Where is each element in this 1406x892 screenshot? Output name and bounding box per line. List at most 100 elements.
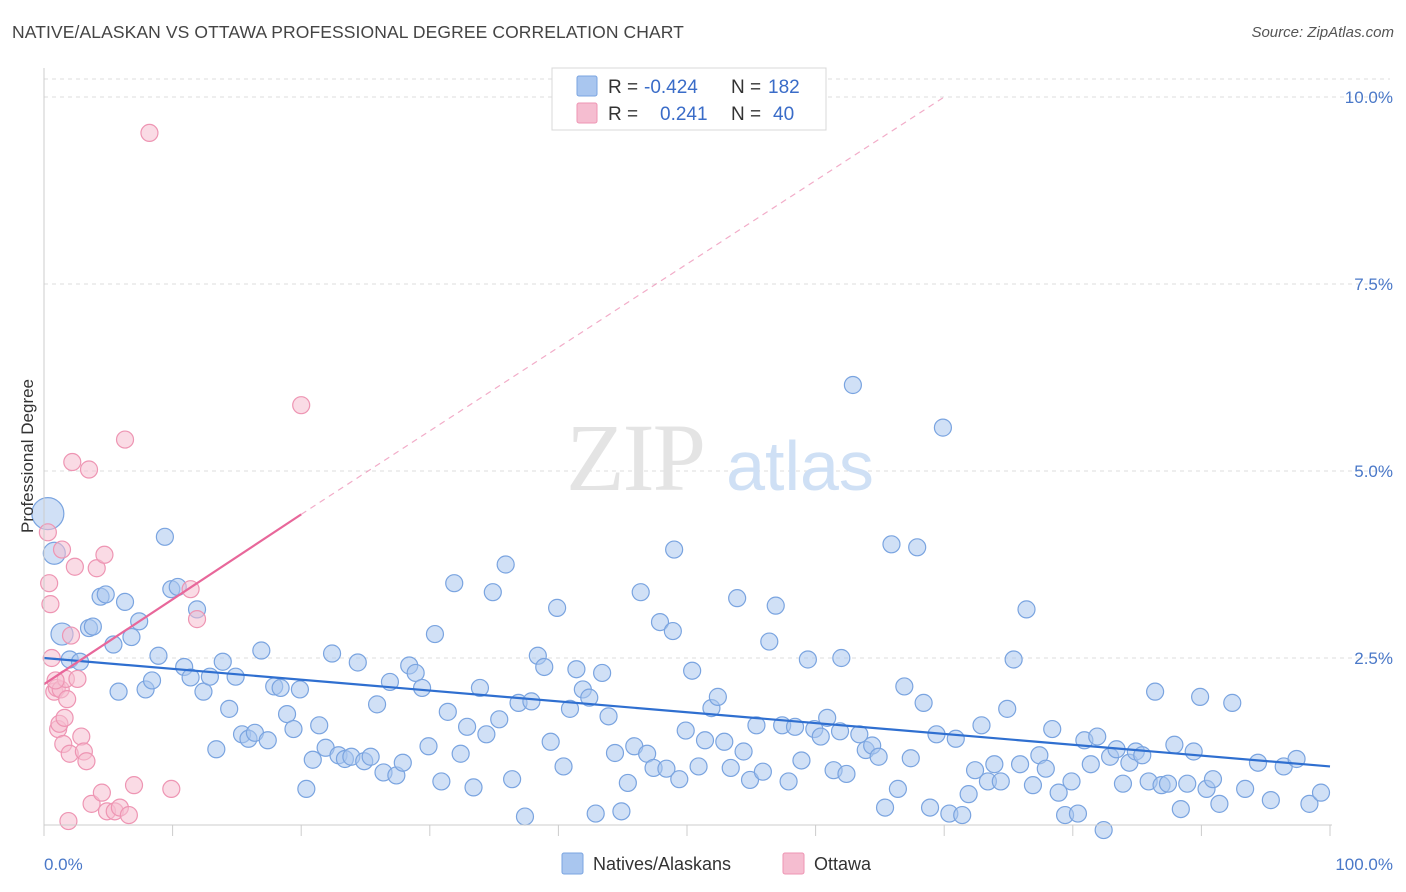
y-tick-label: 2.5% [1354, 649, 1393, 668]
point-natives [586, 804, 605, 823]
legend-swatch-pink [576, 102, 598, 124]
point-natives [901, 749, 920, 768]
bottom-legend-label-ottawa: Ottawa [814, 854, 872, 874]
point-natives [96, 585, 115, 604]
point-natives [753, 762, 772, 781]
point-natives [689, 757, 708, 776]
point-natives [747, 716, 766, 735]
point-natives [419, 737, 438, 756]
point-ottawa [82, 794, 101, 813]
point-natives [663, 621, 682, 641]
point-ottawa [41, 595, 60, 614]
point-natives [676, 721, 695, 740]
point-ottawa [52, 540, 72, 559]
point-natives [348, 653, 367, 672]
legend-n-label-1: N = [731, 77, 761, 98]
point-natives [464, 778, 483, 797]
point-natives [496, 555, 515, 574]
point-natives [933, 418, 953, 437]
point-ottawa [61, 626, 81, 645]
trendline-ottawa [43, 513, 302, 686]
point-natives [1094, 820, 1113, 840]
point-natives [155, 527, 174, 546]
point-natives [605, 743, 625, 763]
point-natives [631, 583, 650, 602]
bottom-legend-label-natives: Natives/Alaskans [593, 854, 731, 874]
point-natives [766, 596, 785, 615]
point-natives [580, 688, 599, 707]
point-natives [798, 650, 817, 669]
point-natives [303, 750, 322, 769]
point-natives [297, 779, 316, 799]
point-natives [888, 779, 908, 799]
point-natives [740, 770, 760, 790]
point-natives [567, 660, 586, 679]
point-natives [277, 704, 297, 724]
point-ottawa [46, 671, 65, 690]
point-natives [715, 732, 734, 751]
point-natives [650, 612, 670, 632]
legend-r-value-2: 0.241 [660, 104, 708, 125]
point-natives [271, 678, 290, 698]
point-natives [142, 671, 162, 690]
point-natives [728, 589, 747, 608]
point-natives [832, 648, 851, 668]
point-natives [792, 751, 811, 770]
legend-swatch-blue [576, 75, 598, 97]
point-natives [220, 699, 239, 718]
point-ottawa [58, 690, 77, 709]
point-natives [115, 592, 135, 612]
chart-source: Source: ZipAtlas.com [1251, 24, 1394, 41]
trendline-ottawa-extension [300, 96, 945, 515]
point-ottawa [292, 396, 311, 415]
point-natives [1184, 742, 1203, 761]
point-natives [477, 725, 496, 744]
point-natives [548, 598, 567, 617]
point-natives [406, 663, 425, 683]
point-natives [665, 540, 684, 559]
point-natives [1300, 794, 1319, 813]
point-natives [991, 772, 1010, 791]
y-axis-title: Professional Degree [18, 379, 37, 533]
point-natives [1004, 650, 1023, 669]
point-natives [953, 805, 972, 825]
legend-r-value-1: -0.424 [644, 77, 698, 98]
chart-title: NATIVE/ALASKAN VS OTTAWA PROFESSIONAL DE… [12, 22, 684, 42]
point-natives [895, 677, 914, 696]
point-natives [695, 731, 715, 750]
point-natives [683, 661, 702, 680]
point-natives [965, 761, 985, 780]
point-natives [1223, 693, 1242, 712]
point-natives [367, 695, 387, 714]
point-natives [412, 678, 432, 698]
point-ottawa [38, 523, 57, 542]
legend-n-label-2: N = [731, 104, 761, 125]
legend-r-label-2: R = [608, 104, 638, 125]
y-tick-label: 10.0% [1345, 88, 1393, 107]
point-natives [483, 583, 502, 602]
legend-r-label-1: R = [608, 77, 638, 98]
point-natives [612, 802, 631, 821]
point-natives [515, 807, 535, 826]
trend-lines [43, 96, 1331, 768]
point-natives [670, 770, 689, 789]
point-natives [522, 692, 541, 711]
point-natives [1017, 600, 1036, 619]
point-natives [1165, 735, 1184, 754]
point-natives [972, 716, 991, 735]
point-natives [843, 375, 862, 395]
point-natives [1311, 783, 1331, 802]
point-natives [258, 731, 277, 750]
watermark-atlas: atlas [726, 427, 874, 505]
point-natives [322, 644, 342, 663]
point-natives [310, 716, 329, 735]
x-tick-label: 100.0% [1335, 855, 1393, 874]
point-natives [213, 652, 232, 671]
point-ottawa [162, 779, 181, 799]
point-natives [554, 757, 573, 776]
point-ottawa [68, 669, 87, 689]
point-ottawa [187, 610, 207, 629]
point-natives [1068, 804, 1088, 823]
point-ottawa [59, 811, 78, 831]
